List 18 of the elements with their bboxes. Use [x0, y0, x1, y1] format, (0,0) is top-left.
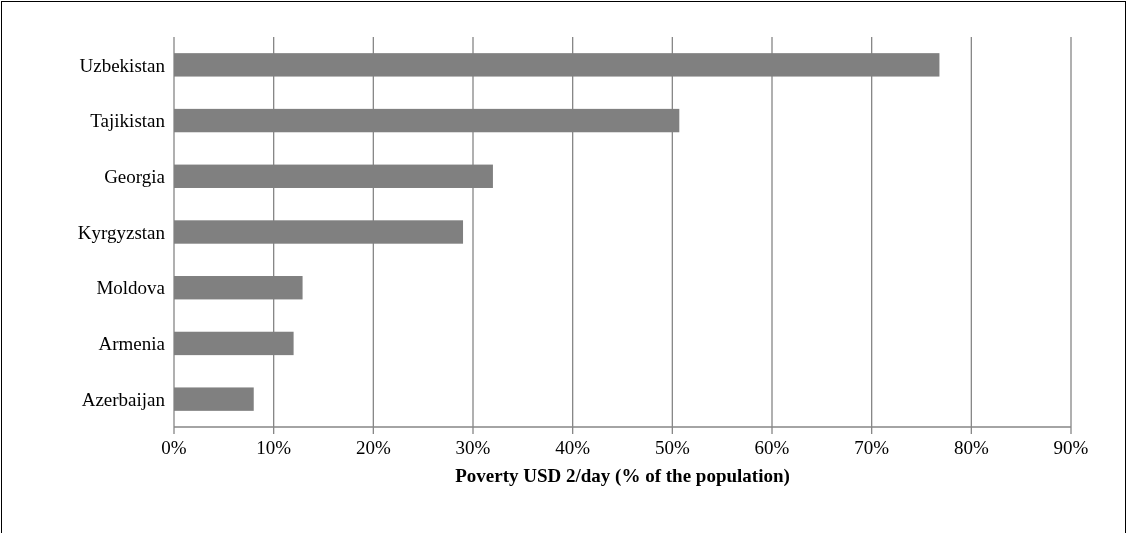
x-tick-label: 0% [161, 437, 187, 458]
x-tick-label: 20% [355, 437, 391, 458]
x-tick-label: 40% [555, 437, 591, 458]
x-tick-label: 70% [854, 437, 890, 458]
x-tick-label: 30% [455, 437, 491, 458]
x-tick-label: 90% [1053, 437, 1089, 458]
x-tick-label: 10% [256, 437, 292, 458]
y-tick-label: Uzbekistan [79, 54, 166, 76]
x-tick-label: 60% [754, 437, 790, 458]
x-tick-label: 80% [953, 437, 989, 458]
y-tick-label: Armenia [98, 333, 166, 355]
x-tick-label: 50% [654, 437, 690, 458]
y-tick-label: Georgia [104, 165, 166, 187]
x-axis-title: Poverty USD 2/day (% of the population) [455, 465, 790, 487]
y-tick-label: Azerbaijan [81, 388, 166, 410]
y-tick-label: Kyrgyzstan [77, 221, 166, 243]
y-tick-label: Tajikistan [90, 110, 166, 132]
y-tick-label: Moldova [96, 277, 166, 299]
